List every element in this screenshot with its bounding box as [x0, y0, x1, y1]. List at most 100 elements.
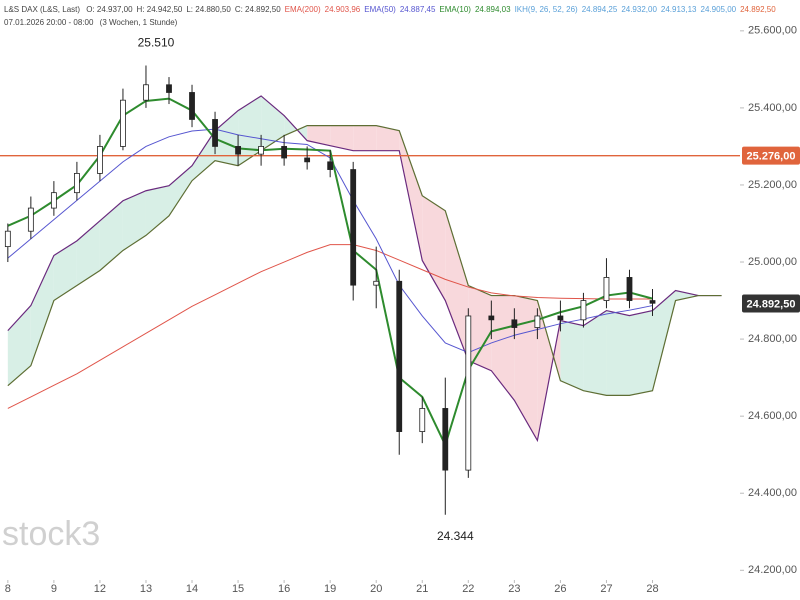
- legend-entry: IKH(9, 26, 52, 26): [514, 5, 578, 14]
- legend-value: 24.887,45: [399, 5, 436, 14]
- ohlc-value: C: 24.892,50: [234, 5, 281, 14]
- candle-body: [212, 119, 218, 147]
- span-b: [7, 125, 722, 396]
- legend-value: 24.932,00: [621, 5, 657, 14]
- annotation: 25.510: [138, 36, 175, 50]
- legend-entry: EMA(50): [364, 5, 396, 14]
- x-tick-label: 13: [140, 583, 152, 595]
- cloud: [468, 285, 492, 371]
- cloud: [330, 125, 354, 151]
- header: L&S DAX (L&S, Last) O: 24.937,00 H: 24.94…: [4, 3, 780, 29]
- legend-value: 24.892,50: [740, 5, 776, 14]
- legend-value: 24.894,25: [581, 5, 618, 14]
- cloud: [560, 320, 584, 391]
- cloud: [399, 130, 423, 261]
- cloud: [168, 165, 193, 216]
- candle-body: [442, 408, 449, 471]
- y-tick-label: 24.800,00: [748, 333, 797, 345]
- y-tick-label: 24.200,00: [748, 564, 797, 576]
- legend-value: 24.903,96: [324, 5, 361, 14]
- candle-body: [419, 408, 426, 432]
- ohlc-value: L: 24.880,50: [186, 5, 231, 14]
- ema-line: [7, 244, 653, 409]
- candle-body: [258, 146, 264, 155]
- candle-body: [97, 146, 103, 174]
- price-badge-label: 24.892,50: [747, 298, 796, 310]
- cloud: [537, 300, 561, 441]
- candle-body: [166, 84, 172, 93]
- x-tick-label: 27: [600, 583, 612, 595]
- candle-body: [74, 172, 80, 194]
- cloud: [307, 125, 331, 146]
- cloud: [7, 305, 31, 386]
- span-a: [7, 95, 722, 443]
- header-line: L&S DAX (L&S, Last) O: 24.937,00 H: 24.94…: [4, 3, 780, 16]
- x-tick-label: 16: [278, 583, 290, 595]
- x-tick-label: 20: [370, 583, 382, 595]
- price-badge-label: 25.276,00: [747, 151, 796, 163]
- candle-body: [649, 300, 656, 304]
- y-tick-label: 25.200,00: [748, 179, 797, 191]
- x-tick-label: 28: [646, 583, 658, 595]
- candle-body: [396, 280, 403, 432]
- candle-body: [350, 169, 357, 286]
- candle-body: [511, 319, 518, 328]
- range: (3 Wochen, 1 Stunde): [99, 18, 178, 27]
- y-tick-label: 24.400,00: [748, 487, 797, 499]
- ohlc-value: H: 24.942,50: [136, 5, 183, 14]
- y-tick-label: 25.000,00: [748, 256, 797, 268]
- x-tick-label: 21: [416, 583, 428, 595]
- candle-body: [626, 277, 633, 301]
- cloud: [376, 125, 400, 151]
- price-badge: [742, 294, 800, 313]
- candle-body: [27, 207, 34, 232]
- price-badge: [742, 146, 800, 165]
- candle-body: [580, 300, 587, 321]
- candle-body: [143, 84, 149, 101]
- cloud: [122, 190, 146, 251]
- cloud: [145, 185, 169, 236]
- cloud: [422, 195, 446, 301]
- annotation: 24.344: [437, 529, 474, 543]
- x-tick-label: 23: [508, 583, 520, 595]
- cloud: [606, 310, 630, 396]
- period: 07.01.2026 20:00 - 08:00: [4, 18, 94, 27]
- x-tick-label: 15: [232, 583, 244, 595]
- legend-entry: EMA(200): [284, 5, 321, 14]
- y-tick-label: 25.400,00: [748, 102, 797, 114]
- cloud: [53, 240, 77, 301]
- candle-body: [235, 146, 241, 155]
- cloud: [583, 310, 607, 396]
- watermark: stock3: [2, 515, 100, 553]
- x-tick-label: 8: [5, 583, 11, 595]
- x-tick-label: 14: [186, 583, 198, 595]
- candle-body: [189, 92, 195, 120]
- x-tick-label: 9: [51, 583, 57, 595]
- candle-body: [4, 230, 11, 248]
- legend-value: 24.913,13: [660, 5, 697, 14]
- ohlc-value: O: 24.937,00: [86, 5, 133, 14]
- cloud: [353, 125, 377, 151]
- cloud: [99, 200, 123, 271]
- cloud: [652, 290, 676, 391]
- y-tick-label: 25.600,00: [748, 25, 797, 37]
- candle-body: [304, 157, 311, 163]
- cloud: [491, 295, 515, 401]
- candle-body: [557, 315, 564, 321]
- cloud: [261, 95, 285, 151]
- candle-body: [603, 277, 610, 301]
- x-tick-label: 19: [324, 583, 336, 595]
- cloud: [675, 290, 699, 301]
- cloud: [30, 255, 54, 366]
- candle-body: [281, 146, 288, 159]
- x-tick-label: 22: [462, 583, 474, 595]
- legend-entry: EMA(10): [439, 5, 471, 14]
- cloud: [76, 220, 100, 286]
- candle-body: [327, 161, 334, 170]
- symbol: L&S DAX (L&S, Last): [4, 5, 81, 14]
- candle-body: [50, 192, 57, 209]
- candle-body: [534, 315, 541, 328]
- candle-body: [465, 315, 472, 471]
- y-tick-label: 24.600,00: [748, 410, 797, 422]
